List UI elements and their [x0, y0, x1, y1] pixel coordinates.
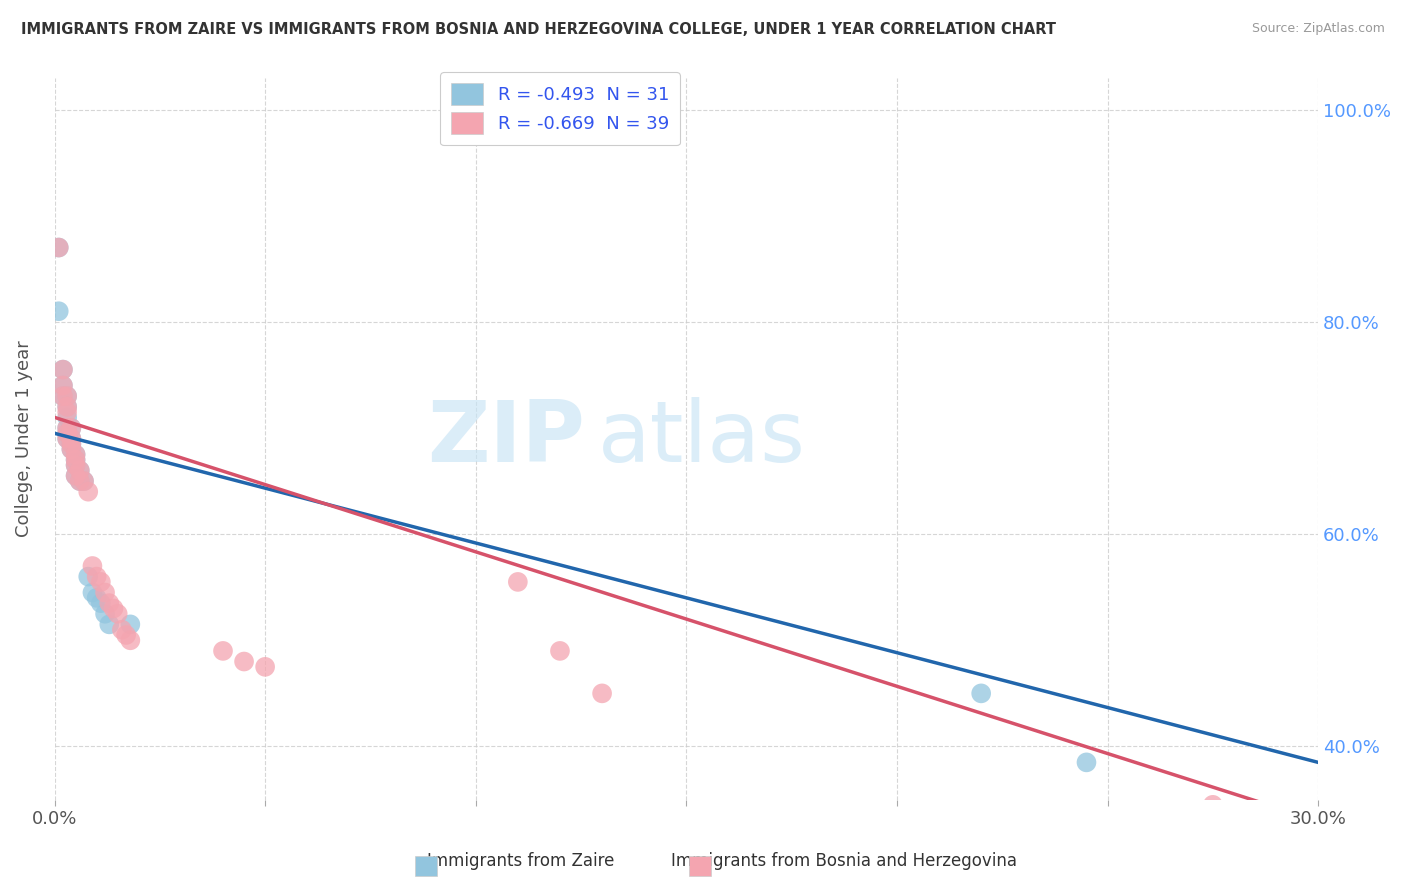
- Point: [69, 474, 91, 488]
- Point: [56, 400, 79, 414]
- Point: [212, 644, 235, 658]
- Point: [56, 421, 79, 435]
- Point: [1202, 797, 1225, 812]
- Point: [60, 442, 83, 457]
- Point: [970, 686, 993, 700]
- Point: [65, 468, 87, 483]
- Point: [69, 463, 91, 477]
- Point: [65, 458, 87, 472]
- Point: [56, 426, 79, 441]
- Point: [69, 474, 91, 488]
- Point: [65, 453, 87, 467]
- Point: [506, 574, 529, 589]
- Point: [233, 655, 256, 669]
- Point: [86, 569, 108, 583]
- Text: atlas: atlas: [598, 397, 806, 480]
- Point: [120, 633, 142, 648]
- Point: [60, 432, 83, 446]
- Text: ZIP: ZIP: [427, 397, 585, 480]
- Point: [56, 389, 79, 403]
- Text: Immigrants from Bosnia and Herzegovina: Immigrants from Bosnia and Herzegovina: [671, 852, 1017, 870]
- Point: [94, 585, 117, 599]
- Point: [115, 628, 138, 642]
- Point: [48, 241, 70, 255]
- Point: [56, 432, 79, 446]
- Legend: R = -0.493  N = 31, R = -0.669  N = 39: R = -0.493 N = 31, R = -0.669 N = 39: [440, 72, 681, 145]
- Point: [111, 623, 134, 637]
- Point: [52, 389, 75, 403]
- Text: IMMIGRANTS FROM ZAIRE VS IMMIGRANTS FROM BOSNIA AND HERZEGOVINA COLLEGE, UNDER 1: IMMIGRANTS FROM ZAIRE VS IMMIGRANTS FROM…: [21, 22, 1056, 37]
- Point: [48, 304, 70, 318]
- Point: [65, 468, 87, 483]
- Point: [52, 378, 75, 392]
- Point: [77, 484, 100, 499]
- Point: [82, 559, 104, 574]
- Point: [60, 437, 83, 451]
- Point: [60, 421, 83, 435]
- Point: [56, 432, 79, 446]
- Point: [52, 378, 75, 392]
- Point: [56, 410, 79, 425]
- Point: [52, 389, 75, 403]
- Point: [82, 585, 104, 599]
- Text: Immigrants from Zaire: Immigrants from Zaire: [426, 852, 614, 870]
- Point: [98, 596, 121, 610]
- Point: [120, 617, 142, 632]
- Point: [56, 405, 79, 419]
- Point: [90, 574, 112, 589]
- Point: [98, 617, 121, 632]
- Point: [548, 644, 571, 658]
- Point: [56, 389, 79, 403]
- Point: [591, 686, 613, 700]
- Point: [56, 400, 79, 414]
- Point: [60, 421, 83, 435]
- Point: [60, 437, 83, 451]
- Point: [73, 474, 96, 488]
- Point: [65, 453, 87, 467]
- Point: [103, 601, 125, 615]
- Point: [73, 474, 96, 488]
- Point: [1076, 756, 1098, 770]
- Point: [254, 660, 277, 674]
- Text: Source: ZipAtlas.com: Source: ZipAtlas.com: [1251, 22, 1385, 36]
- Point: [56, 426, 79, 441]
- Y-axis label: College, Under 1 year: College, Under 1 year: [15, 340, 32, 537]
- Point: [69, 463, 91, 477]
- Point: [60, 442, 83, 457]
- Point: [94, 607, 117, 621]
- Point: [65, 448, 87, 462]
- Point: [65, 458, 87, 472]
- Point: [60, 432, 83, 446]
- Point: [48, 241, 70, 255]
- Point: [86, 591, 108, 605]
- Point: [52, 362, 75, 376]
- Point: [56, 421, 79, 435]
- Point: [65, 448, 87, 462]
- Point: [107, 607, 129, 621]
- Point: [77, 569, 100, 583]
- Point: [90, 596, 112, 610]
- Point: [52, 362, 75, 376]
